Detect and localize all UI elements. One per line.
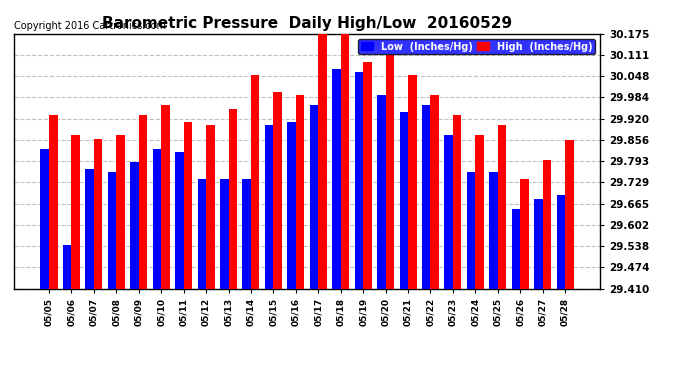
Bar xyxy=(475,135,484,289)
Bar xyxy=(431,95,439,289)
Text: Copyright 2016 Cartronics.com: Copyright 2016 Cartronics.com xyxy=(14,21,166,31)
Bar xyxy=(408,75,417,289)
Bar xyxy=(400,112,408,289)
Bar xyxy=(467,172,475,289)
Bar xyxy=(534,199,542,289)
Bar xyxy=(565,140,573,289)
Bar xyxy=(117,135,125,289)
Title: Barometric Pressure  Daily High/Low  20160529: Barometric Pressure Daily High/Low 20160… xyxy=(102,16,512,31)
Bar xyxy=(386,56,394,289)
Bar xyxy=(512,209,520,289)
Bar xyxy=(72,135,80,289)
Bar xyxy=(175,152,184,289)
Bar xyxy=(341,34,349,289)
Bar xyxy=(242,179,251,289)
Bar xyxy=(557,195,565,289)
Bar xyxy=(318,34,327,289)
Bar xyxy=(63,245,72,289)
Bar xyxy=(139,116,147,289)
Bar xyxy=(220,179,228,289)
Bar xyxy=(152,149,161,289)
Bar xyxy=(94,139,102,289)
Bar xyxy=(497,125,506,289)
Bar xyxy=(520,179,529,289)
Bar xyxy=(273,92,282,289)
Bar xyxy=(197,179,206,289)
Bar xyxy=(542,160,551,289)
Bar xyxy=(206,125,215,289)
Bar xyxy=(453,116,462,289)
Bar xyxy=(251,75,259,289)
Bar xyxy=(108,172,117,289)
Bar xyxy=(265,125,273,289)
Bar xyxy=(184,122,192,289)
Bar xyxy=(130,162,139,289)
Bar xyxy=(41,149,49,289)
Bar xyxy=(49,116,57,289)
Bar xyxy=(355,72,363,289)
Bar xyxy=(363,62,372,289)
Bar xyxy=(228,109,237,289)
Bar xyxy=(296,95,304,289)
Bar xyxy=(422,105,431,289)
Bar xyxy=(161,105,170,289)
Bar xyxy=(377,95,386,289)
Bar xyxy=(86,169,94,289)
Bar xyxy=(287,122,296,289)
Bar xyxy=(310,105,318,289)
Bar xyxy=(332,69,341,289)
Legend: Low  (Inches/Hg), High  (Inches/Hg): Low (Inches/Hg), High (Inches/Hg) xyxy=(358,39,595,54)
Bar xyxy=(444,135,453,289)
Bar xyxy=(489,172,497,289)
